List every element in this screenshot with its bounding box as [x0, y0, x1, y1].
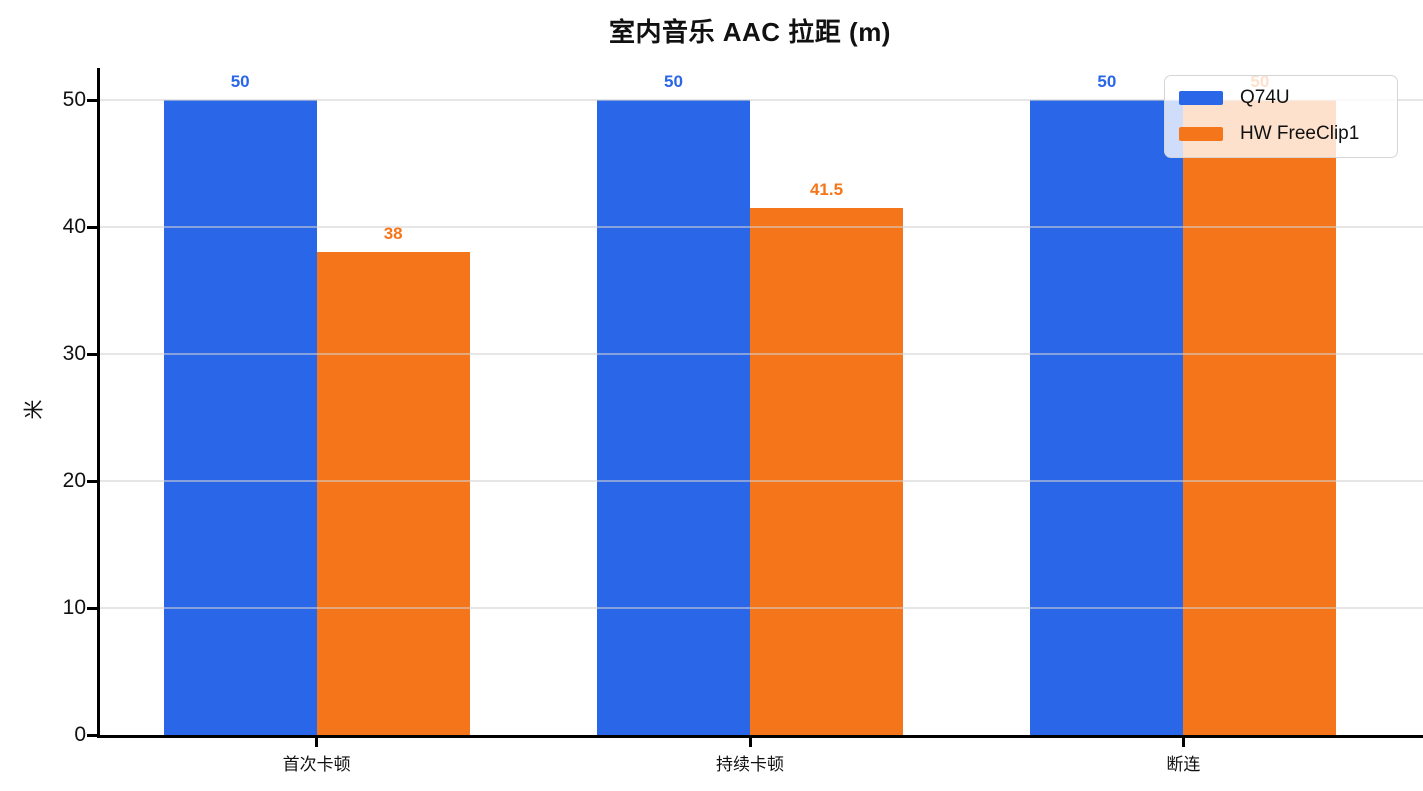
x-tick-label: 持续卡顿	[716, 755, 784, 774]
legend-label: Q74U	[1240, 87, 1290, 108]
y-axis-title: 米	[23, 399, 46, 420]
y-tick-label: 50	[62, 88, 86, 111]
x-tick-mark	[315, 738, 319, 747]
y-tick-label: 10	[62, 596, 86, 619]
x-tick-mark	[748, 738, 752, 747]
y-tick-mark	[87, 479, 98, 483]
gridline	[100, 607, 1423, 609]
legend-item: HW FreeClip1	[1179, 123, 1383, 146]
bar-q74u	[1030, 100, 1184, 735]
y-tick-label: 0	[74, 723, 86, 746]
bar-q74u	[163, 100, 317, 735]
bar-hw-freeclip1	[750, 207, 903, 735]
gridline	[100, 480, 1423, 482]
bar-value-label: 41.5	[809, 179, 844, 199]
bar-value-label: 50	[1097, 72, 1117, 91]
y-tick-mark	[87, 98, 98, 102]
x-tick-label: 断连	[1166, 755, 1201, 774]
chart-title: 室内音乐 AAC 拉距 (m)	[609, 17, 891, 47]
y-tick-mark	[87, 352, 98, 356]
y-tick-mark	[87, 606, 98, 610]
bar-q74u	[597, 100, 750, 735]
legend-swatch	[1179, 91, 1223, 106]
legend-item: Q74U	[1179, 87, 1383, 110]
bar-value-label: 38	[383, 224, 403, 244]
y-tick-label: 40	[62, 215, 86, 238]
x-tick-label: 首次卡顿	[282, 755, 351, 774]
bar-hw-freeclip1	[316, 252, 470, 735]
bar-value-label: 50	[230, 72, 250, 91]
y-tick-label: 30	[62, 342, 86, 365]
gridline	[100, 99, 1423, 101]
y-tick-mark	[87, 733, 98, 737]
y-tick-label: 20	[62, 469, 86, 492]
gridline	[100, 226, 1423, 228]
legend-label: HW FreeClip1	[1240, 122, 1360, 144]
x-axis-line	[97, 735, 1423, 738]
y-axis-line	[97, 68, 100, 738]
bar-hw-freeclip1	[1183, 100, 1337, 735]
gridline	[100, 353, 1423, 355]
y-tick-mark	[87, 225, 98, 229]
legend: Q74U HW FreeClip1	[1164, 75, 1398, 158]
bar-value-label: 50	[664, 72, 683, 91]
x-tick-mark	[1181, 738, 1185, 747]
legend-swatch	[1179, 127, 1223, 142]
